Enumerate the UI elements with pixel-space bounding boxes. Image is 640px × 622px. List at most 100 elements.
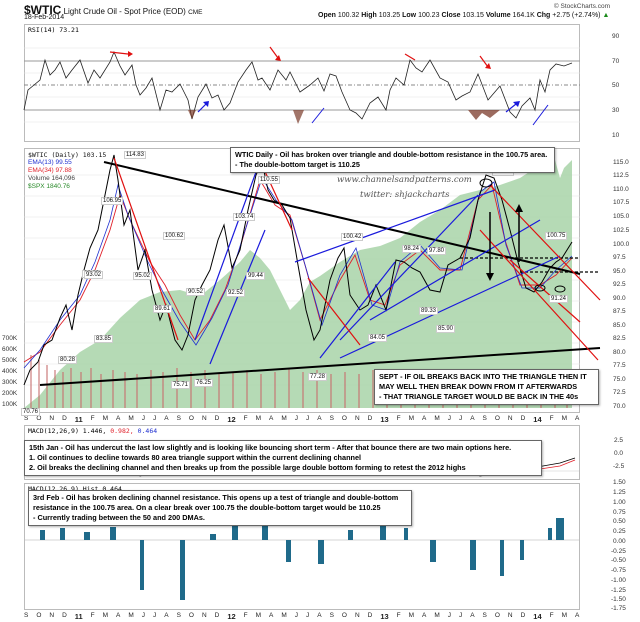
- month-tick: F: [549, 415, 554, 422]
- legend-spx: $SPX 1840.76: [28, 183, 70, 190]
- hist-tick: -0.75: [611, 567, 626, 574]
- month-tick: N: [507, 612, 513, 619]
- macd-value: 1.446,: [82, 427, 107, 435]
- price-label: 100.62: [163, 232, 186, 240]
- hist-tick: 0.50: [613, 518, 626, 525]
- up-arrow-icon: ▲: [602, 12, 610, 19]
- month-tick: M: [408, 415, 415, 422]
- macd-tick: 0.0: [614, 450, 624, 457]
- hist-tick: -1.25: [611, 587, 626, 594]
- volume-tick: 200K: [2, 390, 18, 397]
- month-tick: S: [24, 612, 29, 619]
- price-tick: 95.0: [613, 268, 626, 275]
- note-line: 3rd Feb - Oil has broken declining chann…: [33, 493, 399, 502]
- month-tick: D: [214, 612, 220, 619]
- price-tick: 92.5: [613, 281, 626, 288]
- month-tick: D: [214, 415, 220, 422]
- month-tick: J: [447, 612, 451, 619]
- month-tick: O: [494, 415, 500, 422]
- price-label: 89.33: [419, 307, 439, 315]
- chart-date: 18-Feb-2014: [24, 14, 65, 21]
- note-sept: SEPT - IF OIL BREAKS BACK INTO THE TRIAN…: [374, 369, 599, 405]
- price-label: 89.61: [153, 305, 173, 313]
- hist-tick: -1.50: [611, 596, 626, 603]
- price-label: 110.55: [258, 176, 280, 184]
- price-tick: 87.5: [613, 308, 626, 315]
- price-tick: 112.5: [613, 172, 629, 179]
- year-tick: 14: [533, 612, 542, 621]
- month-tick: M: [434, 415, 440, 422]
- rsi-tick: 90: [612, 33, 620, 40]
- month-tick: J: [294, 415, 299, 422]
- rsi-legend: RSI(14) 73.21: [28, 26, 79, 34]
- low-label: Low: [402, 12, 417, 19]
- month-tick: F: [90, 612, 95, 619]
- month-tick: D: [367, 612, 373, 619]
- price-tick: 82.5: [613, 335, 626, 342]
- rsi-tick: 70: [612, 58, 620, 65]
- month-tick: A: [164, 415, 169, 422]
- month-tick: S: [482, 612, 487, 619]
- volume-tick: 700K: [2, 335, 18, 342]
- rsi-tick: 10: [612, 132, 620, 139]
- price-tick: 115.0: [613, 159, 629, 166]
- month-tick: S: [176, 612, 181, 619]
- month-tick: N: [354, 415, 360, 422]
- month-tick: N: [354, 612, 360, 619]
- macd-legend-prefix: MACD(12,26,9): [28, 427, 79, 435]
- year-tick: 11: [74, 612, 83, 621]
- month-tick: A: [575, 415, 580, 422]
- month-tick: D: [62, 415, 67, 422]
- month-tick: D: [62, 612, 67, 619]
- month-tick: O: [36, 612, 42, 619]
- price-tick: 107.5: [613, 199, 630, 206]
- month-tick: J: [294, 612, 299, 619]
- price-label: 85.90: [436, 325, 456, 333]
- month-tick: A: [116, 415, 121, 422]
- note-wtic-daily: WTIC Daily - Oil has broken over triangl…: [230, 147, 555, 173]
- price-label: 70.76: [21, 408, 41, 416]
- month-tick: N: [201, 415, 207, 422]
- month-tick: O: [494, 612, 500, 619]
- note-line: 1. Oil continues to decline towards 80 a…: [29, 453, 362, 462]
- chg-label: Chg: [536, 12, 551, 19]
- month-tick: M: [102, 415, 109, 422]
- chg-value: +2.75 (+2.74%): [552, 12, 601, 19]
- month-tick: J: [447, 415, 451, 422]
- instrument-name: Light Crude Oil - Spot Price (EOD): [63, 7, 186, 16]
- open-value: 100.32: [337, 12, 360, 19]
- year-tick: 13: [380, 415, 389, 424]
- month-tick: M: [434, 612, 440, 619]
- symbol: $WTIC: [24, 3, 62, 17]
- month-tick: A: [269, 612, 274, 619]
- legend-main: $WTIC (Daily) 103.15: [28, 151, 107, 159]
- copyright: © StockCharts.com: [553, 3, 610, 10]
- month-tick: M: [408, 612, 415, 619]
- month-tick: A: [269, 415, 274, 422]
- month-tick: A: [470, 415, 475, 422]
- month-tick: O: [341, 612, 347, 619]
- price-tick: 97.5: [613, 254, 626, 261]
- month-tick: M: [561, 612, 568, 619]
- macd-hist-value: 0.464: [137, 427, 158, 435]
- low-value: 100.23: [418, 12, 440, 19]
- price-tick: 70.0: [613, 403, 626, 410]
- price-legend: $WTIC (Daily) 103.15 EMA(13) 99.55 EMA(3…: [28, 151, 106, 191]
- price-tick: 100.0: [613, 241, 630, 248]
- watermark-twitter: twitter: shjackcharts: [360, 190, 450, 200]
- rsi-tick: 30: [612, 107, 620, 114]
- legend-ema34: EMA(34) 97.88: [28, 167, 72, 174]
- month-tick: J: [153, 415, 157, 422]
- price-label: 83.85: [94, 335, 114, 343]
- month-tick: M: [128, 415, 134, 422]
- month-tick: A: [422, 415, 427, 422]
- price-label: 114.83: [124, 151, 146, 159]
- volume-value: 164.1K: [512, 12, 535, 19]
- year-tick: 13: [380, 612, 389, 621]
- month-tick: M: [281, 415, 287, 422]
- month-tick: S: [176, 415, 181, 422]
- note-line: 15th Jan - Oil has undercut the last low…: [29, 443, 512, 452]
- month-tick: M: [281, 612, 287, 619]
- month-tick: F: [243, 612, 248, 619]
